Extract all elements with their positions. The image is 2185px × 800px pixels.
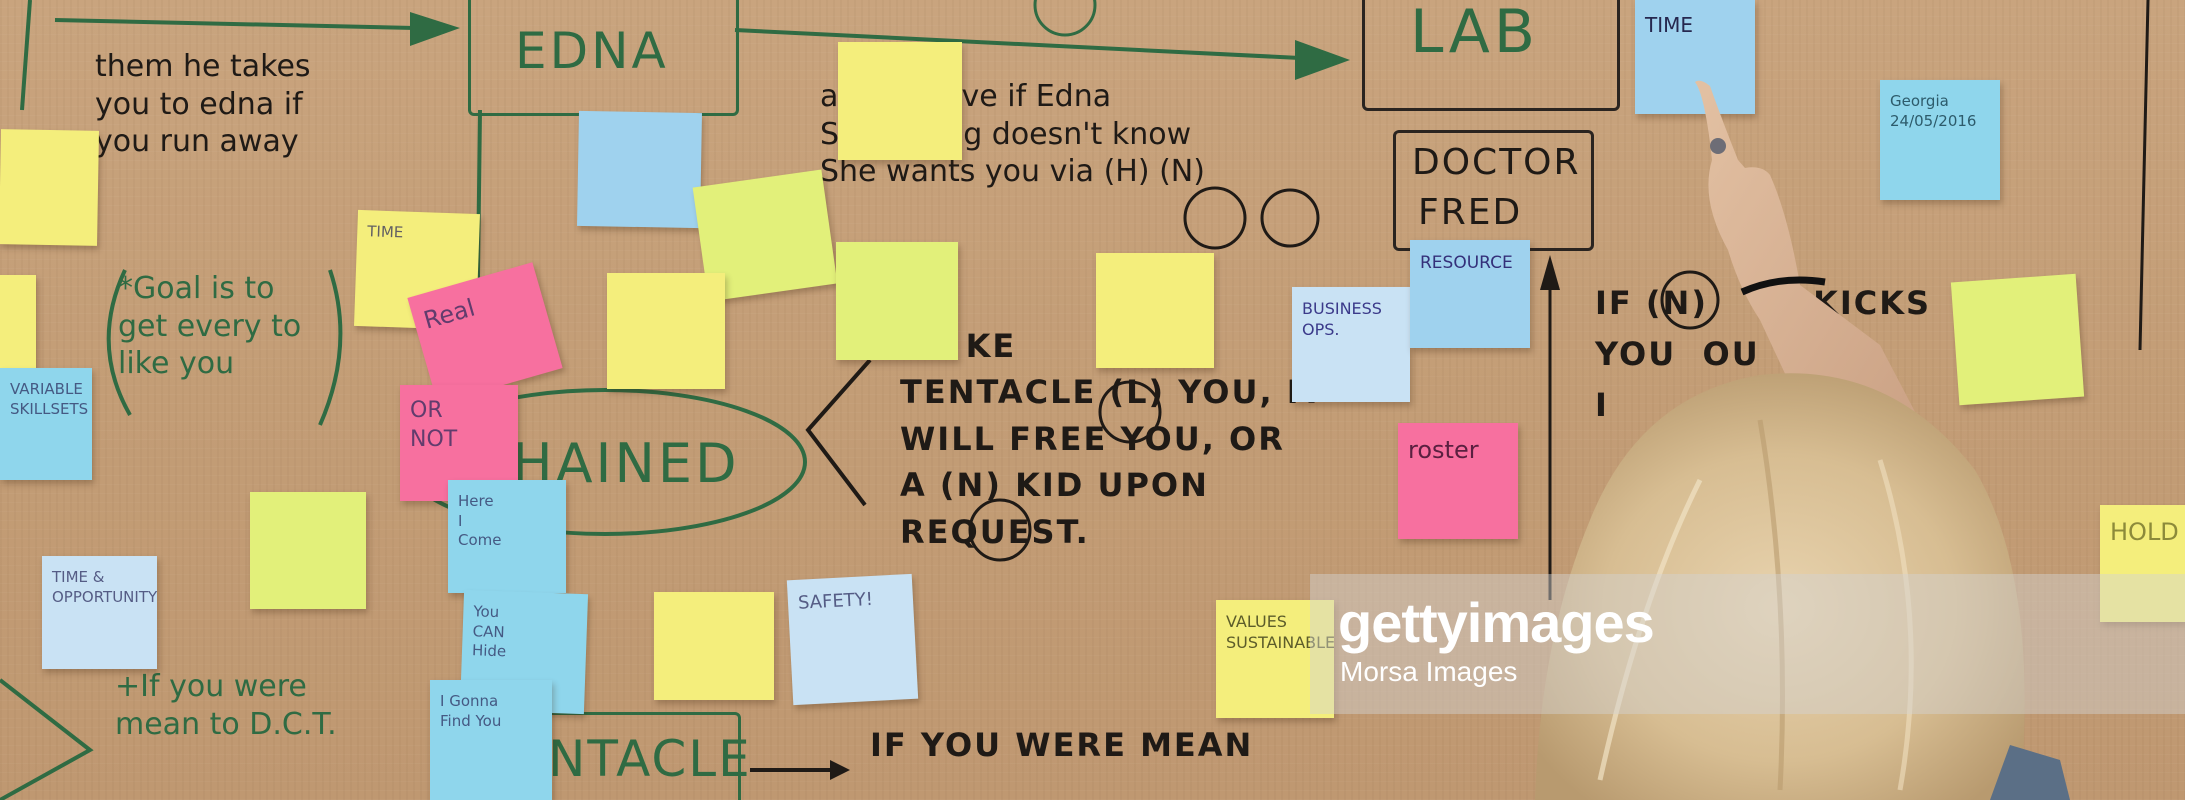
- sticky-note-date: Georgia 24/05/2016: [1880, 80, 2000, 200]
- sticky-note-time-opportunity: TIME & OPPORTUNITY: [42, 556, 157, 669]
- note-text: Georgia 24/05/2016: [1890, 92, 1977, 130]
- sticky-note-values: VALUES SUSTAINABLE: [1216, 600, 1334, 718]
- watermark-band: [1310, 574, 2185, 714]
- sticky-note-time: TIME: [1635, 0, 1755, 114]
- sticky-note-lime: [836, 242, 958, 360]
- sticky-note-resource: RESOURCE: [1410, 240, 1530, 348]
- lab-box: [1362, 0, 1620, 111]
- if-mean-text: IF YOU WERE MEAN: [870, 726, 1254, 764]
- sticky-note-yellow: [1096, 253, 1214, 368]
- goal-text: *Goal is to get every to like you: [118, 271, 302, 381]
- sticky-note-yellow: [0, 275, 36, 373]
- note-text: BUSINESS OPS.: [1302, 299, 1382, 339]
- sticky-note-variable-skills: VARIABLE SKILLSETS: [0, 368, 92, 480]
- sticky-note-hold: HOLD: [2100, 505, 2185, 622]
- note-text: roster: [1408, 436, 1479, 464]
- sticky-note-roster: roster: [1398, 423, 1518, 539]
- watermark-credit: Morsa Images: [1340, 656, 1518, 687]
- sticky-note-here-i-come: Here I Come: [448, 480, 566, 593]
- note-text: TIME: [1645, 13, 1694, 37]
- sticky-note-yellow: [607, 273, 725, 389]
- note-text: HOLD: [2110, 518, 2179, 546]
- doctor-label-line1: DOCTOR: [1412, 142, 1581, 183]
- note-text: VALUES SUSTAINABLE: [1226, 612, 1334, 652]
- lab-label: LAB: [1410, 0, 1540, 67]
- note-text: VARIABLE SKILLSETS: [10, 380, 89, 418]
- sticky-note-i-gonna: I Gonna Find You: [430, 680, 552, 800]
- tentacle-box-label: NTACLE: [548, 730, 752, 788]
- note-text: TIME & OPPORTUNITY: [52, 568, 157, 606]
- mean-dct-text: +If you were mean to D.C.T.: [115, 669, 337, 742]
- edna-label: EDNA: [515, 22, 669, 80]
- note-text: OR NOT: [410, 398, 458, 452]
- sticky-note-lime: [250, 492, 366, 609]
- note-text: I Gonna Find You: [440, 692, 502, 730]
- sticky-note-or-not: OR NOT: [400, 385, 518, 501]
- doctor-label-line2: FRED: [1418, 192, 1523, 233]
- sticky-note-business-ops: BUSINESS OPS.: [1292, 287, 1410, 402]
- watermark-brand: gettyimages: [1338, 591, 1655, 654]
- run-away-text: them he takes you to edna if you run awa…: [95, 49, 311, 159]
- note-text: Here I Come: [458, 492, 502, 549]
- sticky-note-yellow: [838, 42, 962, 160]
- note-text: RESOURCE: [1420, 253, 1513, 273]
- sticky-note-yellow: [654, 592, 774, 700]
